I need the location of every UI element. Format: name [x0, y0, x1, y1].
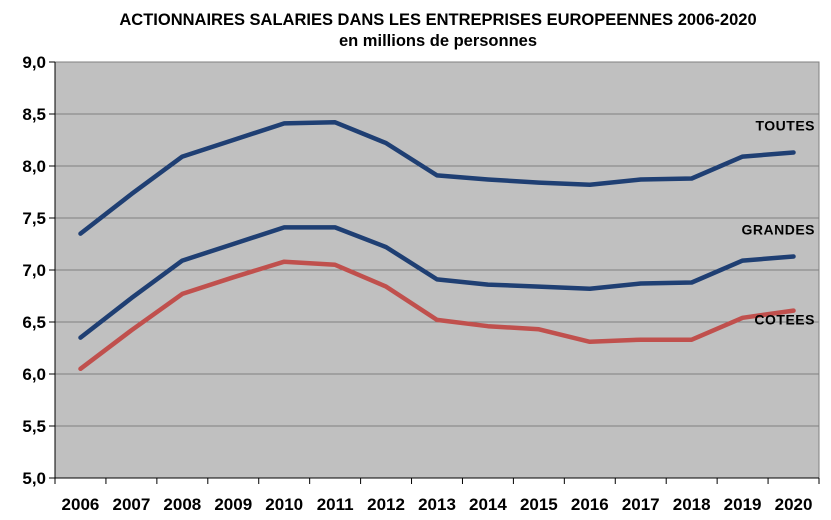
x-tick-label: 2020: [775, 495, 813, 514]
x-tick-label: 2010: [265, 495, 303, 514]
x-tick-label: 2013: [418, 495, 456, 514]
chart-title: ACTIONNAIRES SALARIES DANS LES ENTREPRIS…: [119, 11, 756, 29]
y-tick-label: 9,0: [22, 53, 46, 72]
series-lines: [78, 120, 796, 372]
y-tick-label: 6,0: [22, 365, 46, 384]
series-label-toutes: TOUTES: [755, 117, 815, 133]
chart-subtitle: en millions de personnes: [339, 32, 537, 50]
x-tick-label: 2015: [520, 495, 558, 514]
x-tick-label: 2014: [469, 495, 507, 514]
y-tick-label: 5,5: [22, 417, 46, 436]
x-tick-label: 2019: [724, 495, 762, 514]
x-tick-label: 2016: [571, 495, 609, 514]
x-tick-label: 2018: [673, 495, 711, 514]
x-tick-label: 2011: [317, 495, 354, 514]
y-tick-label: 7,0: [22, 261, 46, 280]
series-label-grandes: GRANDES: [741, 221, 815, 237]
y-tick-label: 8,0: [22, 157, 46, 176]
y-tick-label: 8,5: [22, 105, 46, 124]
y-tick-label: 5,0: [22, 469, 46, 488]
y-tick-label: 7,5: [22, 209, 46, 228]
y-tick-label: 6,5: [22, 313, 46, 332]
x-tick-label: 2017: [622, 495, 660, 514]
x-tick-label: 2006: [62, 495, 100, 514]
x-tick-label: 2012: [367, 495, 405, 514]
x-tick-label: 2007: [112, 495, 150, 514]
y-axis-ticks: 5,0 5,5 6,0 6,5 7,0 7,5 8,0 8,5 9,0: [22, 53, 56, 488]
series-label-cotees: COTEES: [754, 312, 815, 328]
x-tick-label: 2008: [163, 495, 201, 514]
x-tick-label: 2009: [214, 495, 252, 514]
series-labels: TOUTES GRANDES COTEES: [741, 117, 815, 328]
x-axis-ticks: 2006 2007 2008 2009 2010 2011 2012 2013 2014 2015…: [54, 477, 820, 514]
